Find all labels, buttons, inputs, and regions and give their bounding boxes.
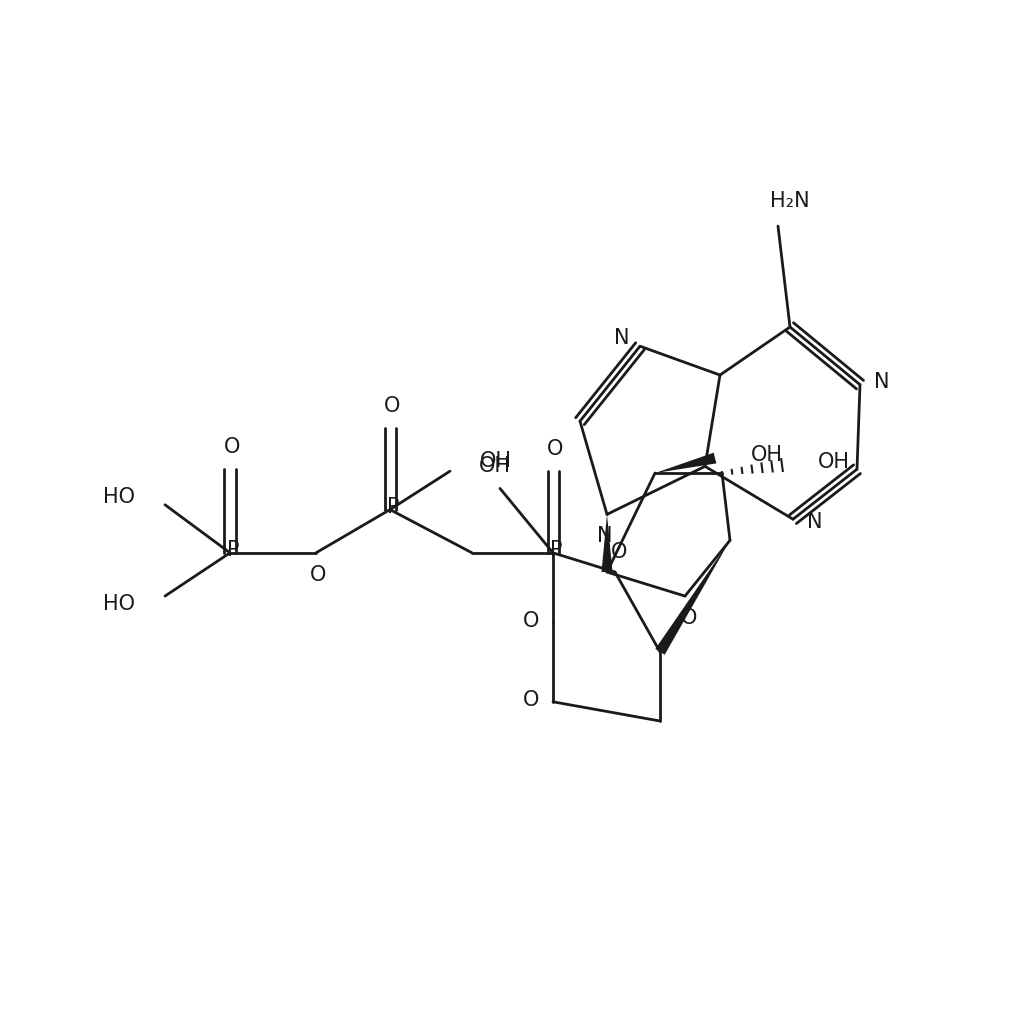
Text: P: P [387,497,399,516]
Polygon shape [601,514,612,572]
Text: H₂N: H₂N [770,191,810,211]
Text: N: N [614,329,630,348]
Polygon shape [655,453,717,473]
Text: O: O [224,437,241,458]
Text: N: N [874,372,890,391]
Text: O: O [547,439,563,459]
Text: OH: OH [818,452,850,472]
Text: P: P [550,540,562,560]
Text: OH: OH [479,457,511,476]
Text: HO: HO [103,594,135,614]
Text: O: O [681,608,697,628]
Text: OH: OH [751,445,783,465]
Text: O: O [523,690,540,710]
Text: OH: OH [480,452,512,471]
Text: HO: HO [103,486,135,507]
Text: O: O [384,396,400,416]
Text: O: O [610,542,627,562]
Text: O: O [310,565,327,585]
Text: N: N [807,512,822,532]
Text: N: N [597,526,612,547]
Text: O: O [523,611,540,631]
Polygon shape [655,541,730,654]
Text: P: P [226,540,240,560]
